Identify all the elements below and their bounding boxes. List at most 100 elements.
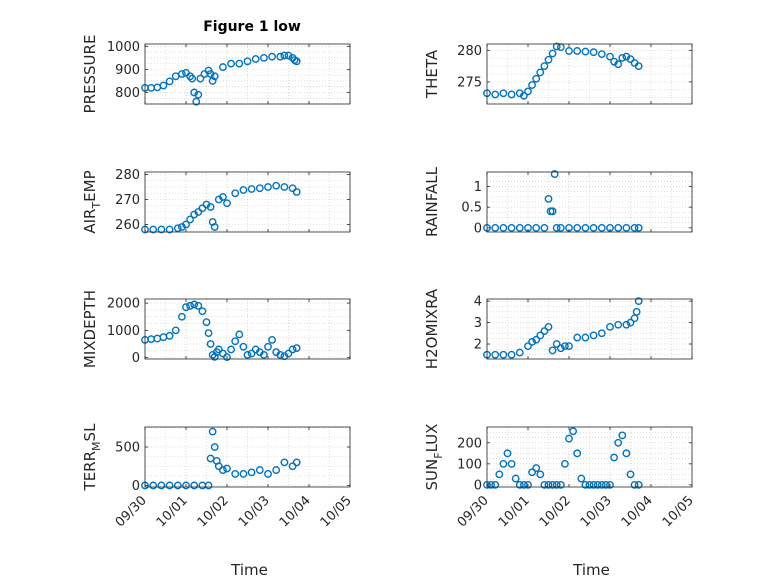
x-tick-label: 10/01 xyxy=(154,493,191,530)
data-point xyxy=(536,331,545,340)
data-point xyxy=(593,480,602,489)
data-point xyxy=(581,223,590,232)
data-point xyxy=(544,322,553,331)
data-point xyxy=(491,480,500,489)
data-point xyxy=(239,470,248,478)
y-axis-label-part: H2OMIXRA xyxy=(423,288,441,369)
data-point xyxy=(602,480,610,489)
data-point xyxy=(622,320,631,329)
y-axis-label-part: PRESSURE xyxy=(81,35,99,114)
data-point xyxy=(556,223,565,232)
data-point xyxy=(540,62,549,71)
x-tick-label: 09/30 xyxy=(455,493,492,530)
y-tick-label: 900 xyxy=(115,63,140,78)
data-point xyxy=(192,97,201,106)
data-point xyxy=(548,346,557,355)
y-tick-label: 500 xyxy=(115,441,140,456)
data-point xyxy=(171,326,180,335)
data-point xyxy=(532,335,541,344)
data-point xyxy=(550,170,559,178)
data-point xyxy=(227,59,236,68)
data-point xyxy=(544,480,553,489)
data-point xyxy=(606,52,614,61)
data-point xyxy=(157,481,166,490)
data-point xyxy=(210,352,219,361)
data-point xyxy=(569,427,577,436)
panel-terr: 0 500 09/30 10/01 10/02 10/03 10/04 10/05 TERRMS… xyxy=(81,423,355,579)
data-point xyxy=(280,183,289,191)
data-point xyxy=(556,344,565,353)
data-point xyxy=(532,223,541,232)
y-tick-label: 4 xyxy=(474,295,482,310)
data-point xyxy=(634,62,643,71)
data-point xyxy=(622,223,631,232)
data-point xyxy=(259,53,268,62)
data-point xyxy=(231,470,240,478)
data-point xyxy=(528,468,536,477)
y-axis-label-part: SUN xyxy=(423,459,441,491)
y-axis-label-part: LUX xyxy=(423,424,441,453)
data-point xyxy=(540,480,549,489)
y-tick-label: 0.5 xyxy=(461,201,482,216)
data-point xyxy=(284,349,293,358)
data-point xyxy=(536,68,545,77)
data-point xyxy=(204,481,213,490)
data-point xyxy=(235,330,244,339)
data-point xyxy=(491,90,500,99)
data-point xyxy=(544,194,553,203)
data-point xyxy=(165,225,174,234)
data-point xyxy=(634,480,643,489)
data-point xyxy=(198,307,207,316)
data-point xyxy=(231,189,240,198)
x-tick-label: 10/03 xyxy=(236,493,273,530)
data-point xyxy=(589,223,598,232)
y-axis-label-subscript: F xyxy=(432,452,445,458)
panel-rainfall: 0 0.5 1 RAINFALL xyxy=(423,166,693,237)
x-tick-label: 10/04 xyxy=(619,493,656,530)
data-point xyxy=(552,340,561,348)
data-point xyxy=(206,70,215,78)
x-tick-label: 10/03 xyxy=(578,493,615,530)
data-point xyxy=(202,318,211,327)
x-axis-label: Time xyxy=(230,561,268,579)
data-point xyxy=(626,318,635,327)
data-point xyxy=(499,459,508,468)
data-point xyxy=(524,87,532,96)
data-point xyxy=(149,481,158,490)
data-point xyxy=(548,49,557,58)
data-point xyxy=(272,181,281,190)
data-point xyxy=(532,464,541,472)
axes-box xyxy=(486,298,693,360)
data-point xyxy=(165,77,174,86)
data-point xyxy=(511,474,520,483)
data-point xyxy=(552,42,561,51)
data-point xyxy=(520,480,528,489)
y-axis-label: AIRTEMP xyxy=(81,170,103,233)
data-point xyxy=(173,224,182,233)
data-point xyxy=(247,185,256,193)
data-point xyxy=(507,459,516,468)
data-point xyxy=(626,470,635,479)
data-point xyxy=(208,427,217,436)
data-point xyxy=(206,203,215,211)
data-point xyxy=(499,223,508,232)
data-point xyxy=(182,303,190,312)
data-point xyxy=(520,91,528,100)
data-point xyxy=(589,48,598,57)
data-point xyxy=(614,223,623,232)
y-tick-label: 280 xyxy=(457,44,482,59)
y-tick-label: 0 xyxy=(474,478,482,493)
data-point xyxy=(177,312,186,321)
y-axis-label-part: SL xyxy=(81,423,99,442)
y-tick-label: 100 xyxy=(457,457,482,472)
axes-box xyxy=(486,43,693,105)
panel-sun: 0 100 200 09/30 10/01 10/02 10/03 10/04 10/05 SUN… xyxy=(423,424,697,579)
data-point xyxy=(218,193,227,201)
data-point xyxy=(614,60,623,69)
data-point xyxy=(190,300,199,309)
y-tick-label: 0 xyxy=(474,221,482,236)
axes-box xyxy=(144,171,351,233)
data-point xyxy=(173,481,182,490)
data-point xyxy=(491,223,500,232)
data-point xyxy=(544,55,553,64)
